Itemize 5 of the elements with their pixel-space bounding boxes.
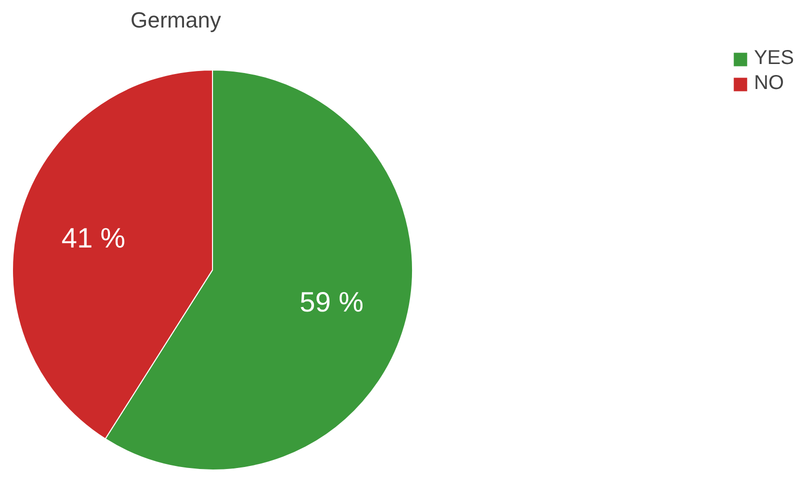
chart-title: Germany — [130, 8, 221, 32]
data-label: 41 % — [62, 222, 126, 254]
data-label: 59 % — [300, 286, 364, 318]
legend-label: NO — [754, 72, 784, 95]
legend-label: YES — [754, 47, 794, 70]
